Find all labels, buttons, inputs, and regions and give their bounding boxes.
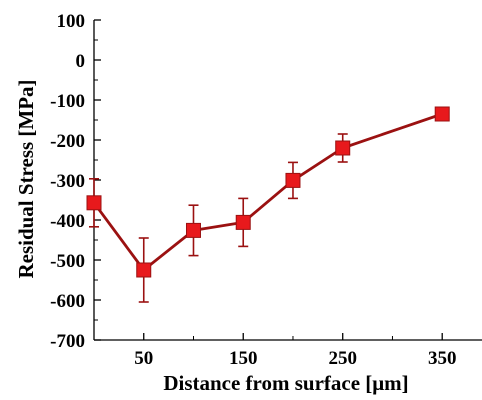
data-point (434, 106, 450, 122)
series-layer (86, 106, 450, 303)
x-tick-label: 50 (134, 348, 153, 369)
y-tick-label: -700 (50, 331, 85, 352)
x-tick-label: 250 (328, 348, 357, 369)
y-tick-label: 100 (57, 11, 86, 32)
data-point (86, 195, 102, 211)
y-tick-label: -600 (50, 291, 85, 312)
data-point (235, 214, 251, 230)
y-tick-label: -100 (50, 91, 85, 112)
x-tick-label: 150 (229, 348, 258, 369)
x-axis-title: Distance from surface [μm] (163, 371, 408, 395)
y-tick-label: -300 (50, 171, 85, 192)
x-tick-label: 350 (428, 348, 457, 369)
data-point (285, 172, 301, 188)
y-axis-title: Residual Stress [MPa] (14, 79, 38, 278)
x-axis-ticks: 50 150 250 350 (134, 333, 456, 369)
y-tick-label: -500 (50, 251, 85, 272)
series-line (92, 112, 443, 272)
y-tick-label: -200 (50, 131, 85, 152)
y-tick-label: -400 (50, 211, 85, 232)
data-point (136, 262, 152, 278)
data-point (335, 140, 351, 156)
y-axis-ticks: 100 0 -100 -200 -300 -400 -500 -600 -700 (50, 11, 101, 352)
y-tick-label: 0 (76, 51, 86, 72)
data-point (185, 222, 201, 238)
